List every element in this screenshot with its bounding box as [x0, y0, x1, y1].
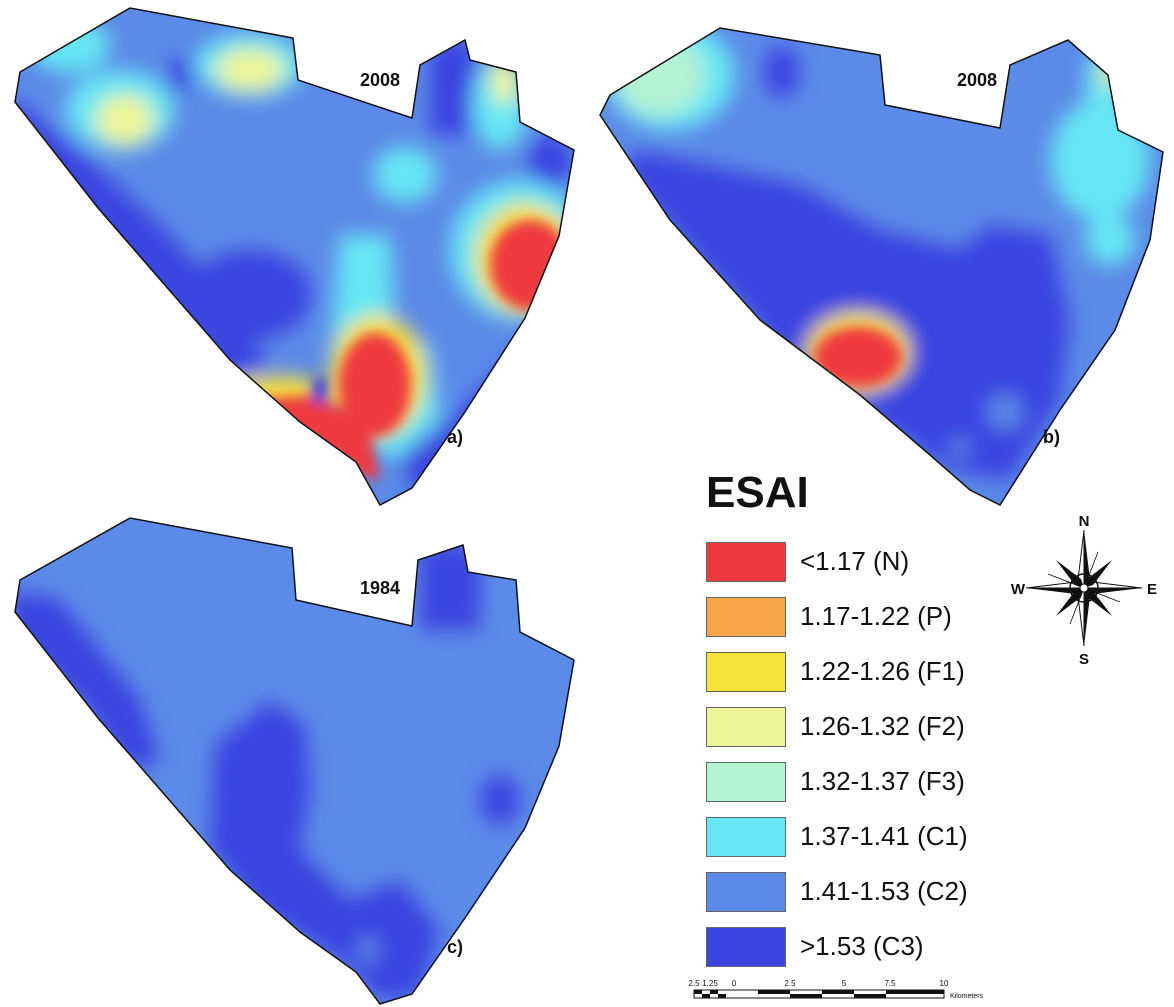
year-label-c: 1984	[360, 578, 400, 598]
legend-swatch	[706, 706, 786, 747]
compass-w: W	[1011, 581, 1026, 598]
legend-label: 1.32-1.37 (F3)	[800, 766, 965, 796]
panel-letter-a: a)	[447, 427, 463, 447]
panel-letter-b: b)	[1043, 427, 1060, 447]
scale-unit: Kilometers	[950, 993, 984, 1000]
legend-label: <1.17 (N)	[800, 546, 910, 576]
scale-tick-6: 10	[940, 979, 949, 988]
legend-label: 1.37-1.41 (C1)	[800, 821, 968, 851]
legend-swatch	[706, 761, 786, 802]
legend-swatch	[706, 596, 786, 637]
scale-bar: 2.5 1.25 0 2.5 5 7.5 10 Kilometers	[688, 979, 983, 1000]
map-panel-c: 1984 c)	[14, 517, 575, 1005]
scale-tick-3: 2.5	[784, 979, 796, 988]
compass-e: E	[1147, 581, 1157, 598]
legend-label: >1.53 (C3)	[800, 931, 924, 961]
scale-tick-5: 7.5	[884, 979, 896, 988]
panel-letter-c: c)	[447, 937, 463, 957]
legend-label: 1.22-1.26 (F1)	[800, 656, 965, 686]
compass-n: N	[1079, 513, 1090, 530]
scale-tick-2: 0	[732, 979, 737, 988]
legend-item: >1.53 (C3)	[706, 919, 968, 974]
legend-item: 1.22-1.26 (F1)	[706, 644, 968, 699]
legend-item: 1.17-1.22 (P)	[706, 589, 968, 644]
scale-tick-0: 2.5	[688, 979, 700, 988]
legend-swatch	[706, 816, 786, 857]
year-label-a: 2008	[360, 70, 400, 90]
scale-tick-4: 5	[842, 979, 847, 988]
legend-title: ESAI	[706, 468, 809, 517]
legend-item: 1.26-1.32 (F2)	[706, 699, 968, 754]
legend-label: 1.41-1.53 (C2)	[800, 876, 968, 906]
legend-item: 1.37-1.41 (C1)	[706, 809, 968, 864]
map-panel-b: 2008 b)	[599, 27, 1164, 506]
legend-label: 1.26-1.32 (F2)	[800, 711, 965, 741]
legend: <1.17 (N) 1.17-1.22 (P) 1.22-1.26 (F1) 1…	[706, 534, 968, 974]
legend-item: 1.41-1.53 (C2)	[706, 864, 968, 919]
scale-tick-1: 1.25	[702, 979, 718, 988]
map-panel-a: 2008 a)	[14, 7, 575, 507]
legend-label: 1.17-1.22 (P)	[800, 601, 952, 631]
year-label-b: 2008	[957, 70, 997, 90]
legend-item: 1.32-1.37 (F3)	[706, 754, 968, 809]
legend-swatch	[706, 541, 786, 582]
legend-swatch	[706, 871, 786, 912]
legend-item: <1.17 (N)	[706, 534, 968, 589]
compass-s: S	[1079, 651, 1089, 668]
compass-rose-icon: N S W E	[1011, 513, 1157, 668]
legend-swatch	[706, 651, 786, 692]
legend-swatch	[706, 926, 786, 967]
